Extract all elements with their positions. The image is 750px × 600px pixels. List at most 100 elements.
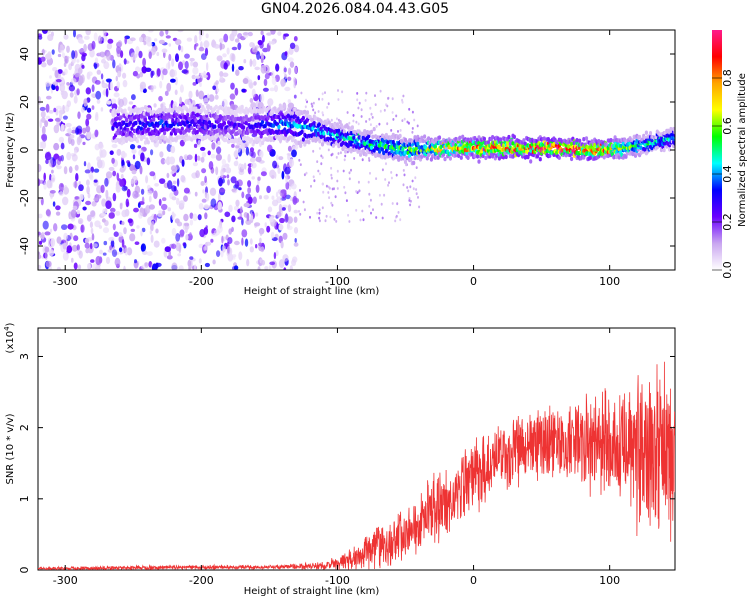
noise-cell: [386, 122, 389, 126]
noise-cell: [314, 111, 317, 115]
noise-cell: [226, 47, 230, 55]
noise-cell: [345, 199, 348, 203]
noise-cell: [217, 201, 222, 210]
ridge-cell: [176, 109, 180, 114]
noise-cell: [134, 241, 140, 245]
noise-cell: [74, 196, 79, 200]
noise-cell: [238, 187, 242, 191]
noise-cell: [98, 143, 104, 150]
noise-cell: [63, 232, 68, 241]
ridge-cell: [548, 153, 552, 158]
ridge-cell: [412, 160, 416, 166]
noise-cell: [38, 35, 43, 40]
ridge-cell: [314, 128, 318, 134]
ridge-cell: [672, 126, 675, 132]
ridge-cell: [186, 112, 190, 118]
noise-cell: [207, 93, 210, 99]
noise-cell: [148, 30, 154, 33]
noise-cell: [374, 94, 376, 97]
noise-cell: [70, 138, 75, 146]
noise-cell: [62, 115, 68, 120]
noise-cell: [168, 250, 171, 258]
noise-cell: [112, 192, 117, 202]
noise-cell: [90, 227, 94, 235]
ridge-cell: [184, 116, 188, 121]
noise-cell: [139, 81, 146, 90]
noise-cell: [99, 51, 106, 58]
noise-cell: [43, 182, 47, 190]
noise-cell: [289, 265, 293, 270]
noise-cell: [85, 87, 92, 95]
noise-cell: [287, 76, 292, 82]
noise-cell: [385, 162, 387, 166]
noise-cell: [285, 181, 290, 190]
noise-cell: [216, 55, 223, 62]
noise-cell: [293, 36, 298, 42]
noise-cell: [105, 171, 113, 179]
noise-cell: [329, 215, 332, 219]
noise-cell: [409, 199, 412, 203]
ridge-cell: [157, 136, 161, 141]
noise-cell: [189, 57, 195, 62]
ridge-cell: [163, 116, 167, 121]
ridge-cell: [146, 112, 150, 117]
noise-cell: [368, 157, 370, 160]
noise-cell: [73, 95, 78, 104]
noise-cell: [309, 215, 311, 219]
noise-cell: [60, 123, 65, 132]
noise-cell: [272, 160, 278, 169]
noise-cell: [241, 218, 244, 226]
noise-cell: [51, 169, 54, 174]
noise-cell: [230, 176, 237, 184]
noise-cell: [178, 200, 185, 208]
noise-cell: [94, 129, 99, 138]
noise-cell: [192, 61, 199, 68]
noise-cell: [260, 58, 264, 64]
noise-cell: [259, 150, 264, 159]
noise-cell: [269, 87, 275, 92]
ridge-cell: [639, 145, 643, 150]
noise-cell: [327, 102, 330, 106]
noise-cell: [244, 238, 249, 247]
noise-cell: [278, 223, 284, 231]
noise-cell: [106, 100, 112, 105]
noise-cell: [45, 53, 52, 60]
noise-cell: [89, 242, 93, 250]
noise-cell: [198, 258, 202, 264]
noise-cell: [192, 66, 199, 75]
noise-cell: [325, 214, 328, 218]
noise-cell: [271, 76, 277, 86]
ridge-cell: [570, 156, 574, 162]
noise-cell: [194, 191, 198, 197]
x-tick-label: -100: [325, 574, 350, 587]
noise-cell: [109, 245, 112, 251]
spectrogram-x-axis-label: Height of straight line (km): [244, 286, 380, 297]
noise-cell: [113, 231, 119, 237]
noise-cell: [50, 192, 53, 200]
ridge-cell: [163, 130, 167, 136]
noise-cell: [336, 179, 339, 183]
noise-cell: [134, 160, 141, 170]
noise-cell: [246, 212, 250, 222]
noise-cell: [158, 178, 166, 185]
ridge-cell: [461, 134, 465, 139]
noise-cell: [53, 124, 60, 134]
ridge-cell: [344, 149, 348, 154]
noise-cell: [268, 265, 272, 270]
noise-cell: [234, 180, 240, 189]
noise-cell: [107, 38, 114, 44]
noise-cell: [197, 214, 202, 221]
ridge-cell: [624, 154, 628, 159]
noise-cell: [280, 189, 287, 194]
noise-cell: [204, 47, 209, 56]
noise-cell: [375, 125, 378, 128]
y-tick-label: -20: [18, 189, 31, 207]
noise-cell: [205, 241, 212, 246]
x-tick-label: 0: [470, 275, 477, 288]
noise-cell: [242, 78, 249, 84]
noise-cell: [102, 252, 107, 256]
noise-cell: [173, 185, 177, 192]
noise-cell: [67, 223, 74, 230]
noise-cell: [316, 160, 319, 164]
noise-cell: [76, 59, 80, 63]
